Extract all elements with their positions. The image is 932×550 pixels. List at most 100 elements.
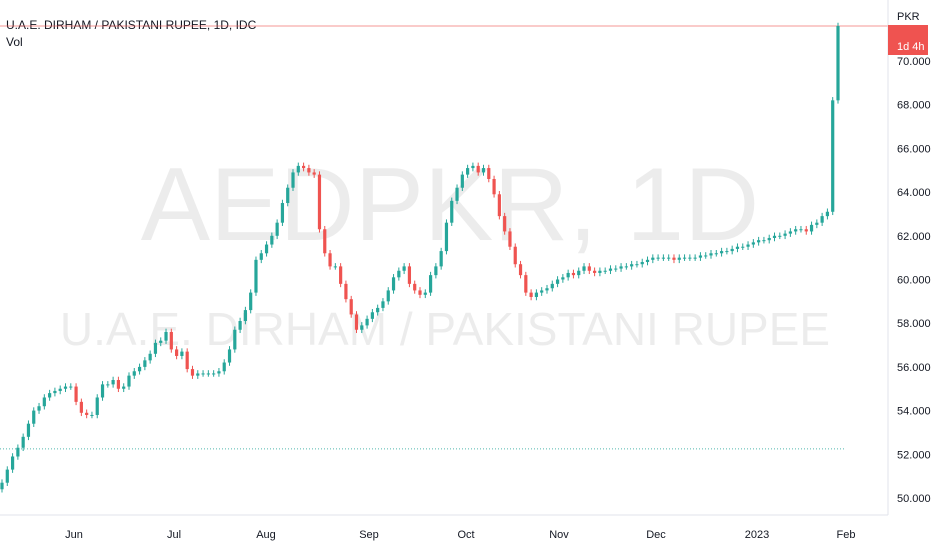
candle-body	[185, 351, 189, 370]
candle-body	[90, 414, 94, 416]
candle-body	[677, 257, 681, 260]
time-tick-label: Jun	[65, 529, 83, 541]
candle-body	[831, 100, 835, 212]
candle-body	[603, 270, 607, 272]
candle-body	[460, 174, 464, 188]
candle-body	[450, 200, 454, 223]
candle-body	[804, 229, 808, 232]
candle-body	[275, 222, 279, 236]
candle-body	[69, 386, 73, 388]
candle-body	[344, 283, 348, 300]
candle-body	[672, 257, 676, 260]
countdown-label: 1d 4h	[897, 41, 925, 53]
price-tick-label: 56.000	[897, 362, 931, 374]
price-axis[interactable]: 50.000 52.000 54.000 56.000 58.000 60.000 62.0…	[897, 56, 931, 505]
candle-body	[667, 257, 671, 259]
candle-body	[730, 248, 734, 252]
candle-body	[481, 168, 486, 173]
candle-body	[37, 406, 41, 411]
symbol-watermark: AEDPKR, 1D U.A.E. DIRHAM / PAKISTANI RUP…	[60, 147, 830, 355]
price-tick-label: 54.000	[897, 406, 931, 418]
candle-body	[534, 292, 539, 297]
candle-body	[518, 264, 523, 276]
candle-body	[312, 172, 316, 175]
candle-body	[5, 469, 9, 483]
candle-body	[651, 257, 655, 260]
candle-body	[492, 178, 496, 195]
candle-body	[439, 251, 443, 267]
volume-indicator-label[interactable]: Vol	[6, 35, 23, 49]
candle-body	[444, 222, 449, 252]
chart-symbol-title[interactable]: U.A.E. DIRHAM / PAKISTANI RUPEE, 1D, IDC	[6, 18, 257, 32]
candle-body	[74, 386, 78, 402]
time-tick-label: Oct	[457, 529, 474, 541]
candle-body	[21, 436, 25, 448]
candle-body	[741, 246, 745, 248]
candle-body	[0, 482, 4, 490]
price-tick-label: 60.000	[897, 275, 931, 287]
candle-body	[238, 321, 242, 330]
candle-body	[63, 386, 68, 389]
candle-body	[503, 216, 507, 232]
candle-body	[10, 456, 15, 470]
candle-body	[122, 386, 126, 389]
candle-body	[608, 268, 613, 271]
candle-body	[709, 253, 713, 256]
candle-body	[16, 447, 20, 457]
candle-body	[794, 229, 798, 232]
price-tick-label: 66.000	[897, 143, 931, 155]
candle-body	[365, 318, 369, 326]
candle-body	[270, 235, 274, 245]
candle-body	[180, 351, 184, 356]
candle-body	[587, 266, 591, 271]
price-tick-label: 62.000	[897, 231, 931, 243]
candle-body	[788, 231, 792, 234]
candle-body	[555, 279, 560, 284]
candle-body	[561, 277, 565, 280]
candle-body	[100, 384, 105, 398]
candle-body	[175, 349, 179, 356]
candle-body	[386, 290, 390, 302]
candle-body	[222, 362, 226, 372]
candle-body	[714, 253, 718, 255]
candle-body	[661, 257, 665, 259]
candle-body	[259, 253, 263, 260]
candle-body	[280, 203, 285, 223]
candle-body	[58, 388, 62, 391]
candle-body	[391, 277, 396, 291]
candle-body	[159, 340, 163, 343]
price-lines	[0, 25, 888, 450]
time-tick-label: Aug	[256, 529, 276, 541]
candle-body	[370, 312, 374, 319]
time-axis[interactable]: Jun Jul Aug Sep Oct Nov Dec 2023 Feb	[65, 529, 855, 541]
candle-body	[196, 373, 200, 376]
candle-body	[354, 314, 359, 330]
candle-body	[333, 266, 337, 268]
candle-body	[455, 187, 459, 201]
candle-body	[407, 266, 412, 284]
candle-body	[53, 390, 57, 394]
candle-body	[619, 266, 623, 269]
last-price-badge-bg	[888, 25, 928, 55]
candle-body	[254, 259, 258, 293]
candle-body	[212, 373, 216, 375]
candle-body	[148, 353, 152, 361]
candle-body	[201, 373, 205, 375]
candle-body	[153, 342, 158, 354]
candle-body	[264, 244, 269, 254]
candle-body	[640, 262, 644, 265]
candles	[0, 22, 840, 493]
candle-body	[682, 257, 687, 259]
candle-body	[286, 187, 290, 204]
candle-body	[323, 229, 327, 254]
candle-body	[635, 264, 639, 266]
candle-body	[719, 251, 724, 254]
candle-body	[476, 165, 480, 173]
price-tick-label: 52.000	[897, 449, 931, 461]
candle-body	[704, 255, 708, 257]
candle-body	[593, 270, 597, 273]
candle-body	[688, 257, 692, 259]
watermark-name: U.A.E. DIRHAM / PAKISTANI RUPEE	[60, 303, 830, 355]
candle-body	[85, 412, 89, 415]
